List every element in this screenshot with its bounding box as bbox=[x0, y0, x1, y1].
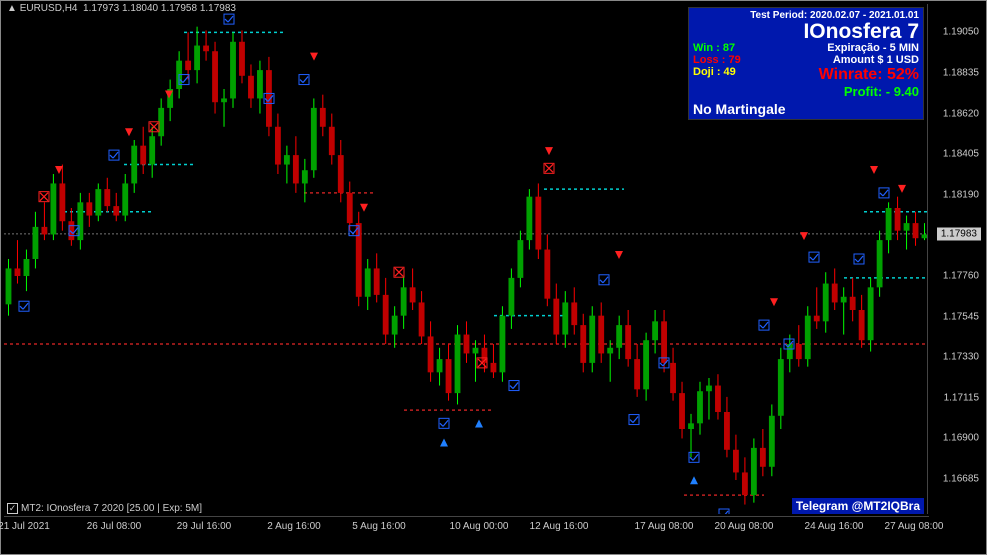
price-label: 1.18620 bbox=[943, 108, 979, 119]
indicator-title: IOnosfera 7 bbox=[693, 21, 919, 42]
price-label: 1.17983 bbox=[937, 227, 981, 240]
winrate: Winrate: 52% bbox=[819, 66, 919, 84]
time-label: 29 Jul 16:00 bbox=[177, 521, 232, 532]
loss-count: Loss : 79 bbox=[693, 54, 741, 66]
price-label: 1.17545 bbox=[943, 311, 979, 322]
time-label: 10 Aug 00:00 bbox=[450, 521, 509, 532]
time-label: 5 Aug 16:00 bbox=[352, 521, 405, 532]
chart-window: ▲ EURUSD,H4 1.17973 1.18040 1.17958 1.17… bbox=[0, 0, 987, 555]
martingale-mode: No Martingale bbox=[693, 99, 919, 117]
info-panel: Test Period: 2020.02.07 - 2021.01.01 IOn… bbox=[688, 7, 924, 120]
price-label: 1.16685 bbox=[943, 474, 979, 485]
price-label: 1.16900 bbox=[943, 433, 979, 444]
price-axis: 1.19050 1.18835 1.18620 1.18405 1.18190 1.179… bbox=[927, 4, 983, 514]
price-label: 1.17115 bbox=[944, 392, 979, 403]
time-label: 26 Jul 08:00 bbox=[87, 521, 142, 532]
indicator-name: MT2: IOnosfera 7 2020 [25.00 | Exp: 5M] bbox=[21, 503, 202, 514]
time-label: 24 Aug 16:00 bbox=[805, 521, 864, 532]
expiration: Expiração - 5 MIN bbox=[827, 42, 919, 54]
indicator-toggle-checkbox[interactable]: ✓ bbox=[7, 503, 18, 514]
symbol-header: ▲ EURUSD,H4 1.17973 1.18040 1.17958 1.17… bbox=[7, 3, 236, 14]
price-label: 1.17760 bbox=[943, 271, 979, 282]
price-label: 1.18405 bbox=[943, 149, 979, 160]
time-label: 12 Aug 16:00 bbox=[530, 521, 589, 532]
time-label: 27 Aug 08:00 bbox=[885, 521, 944, 532]
profit: Profit: - 9.40 bbox=[693, 84, 919, 99]
amount: Amount $ 1 USD bbox=[833, 54, 919, 66]
price-label: 1.18190 bbox=[943, 189, 979, 200]
price-label: 1.17330 bbox=[943, 352, 979, 363]
time-label: 20 Aug 08:00 bbox=[715, 521, 774, 532]
win-count: Win : 87 bbox=[693, 42, 735, 54]
time-label: 21 Jul 2021 bbox=[0, 521, 50, 532]
doji-count: Doji : 49 bbox=[693, 66, 736, 84]
indicator-legend[interactable]: ✓ MT2: IOnosfera 7 2020 [25.00 | Exp: 5M… bbox=[7, 503, 202, 514]
time-axis: 21 Jul 202126 Jul 08:0029 Jul 16:002 Aug… bbox=[4, 516, 929, 534]
price-label: 1.19050 bbox=[943, 27, 979, 38]
time-label: 17 Aug 08:00 bbox=[635, 521, 694, 532]
time-label: 2 Aug 16:00 bbox=[267, 521, 320, 532]
price-label: 1.18835 bbox=[943, 67, 979, 78]
telegram-link[interactable]: Telegram @MT2IQBra bbox=[792, 498, 924, 514]
